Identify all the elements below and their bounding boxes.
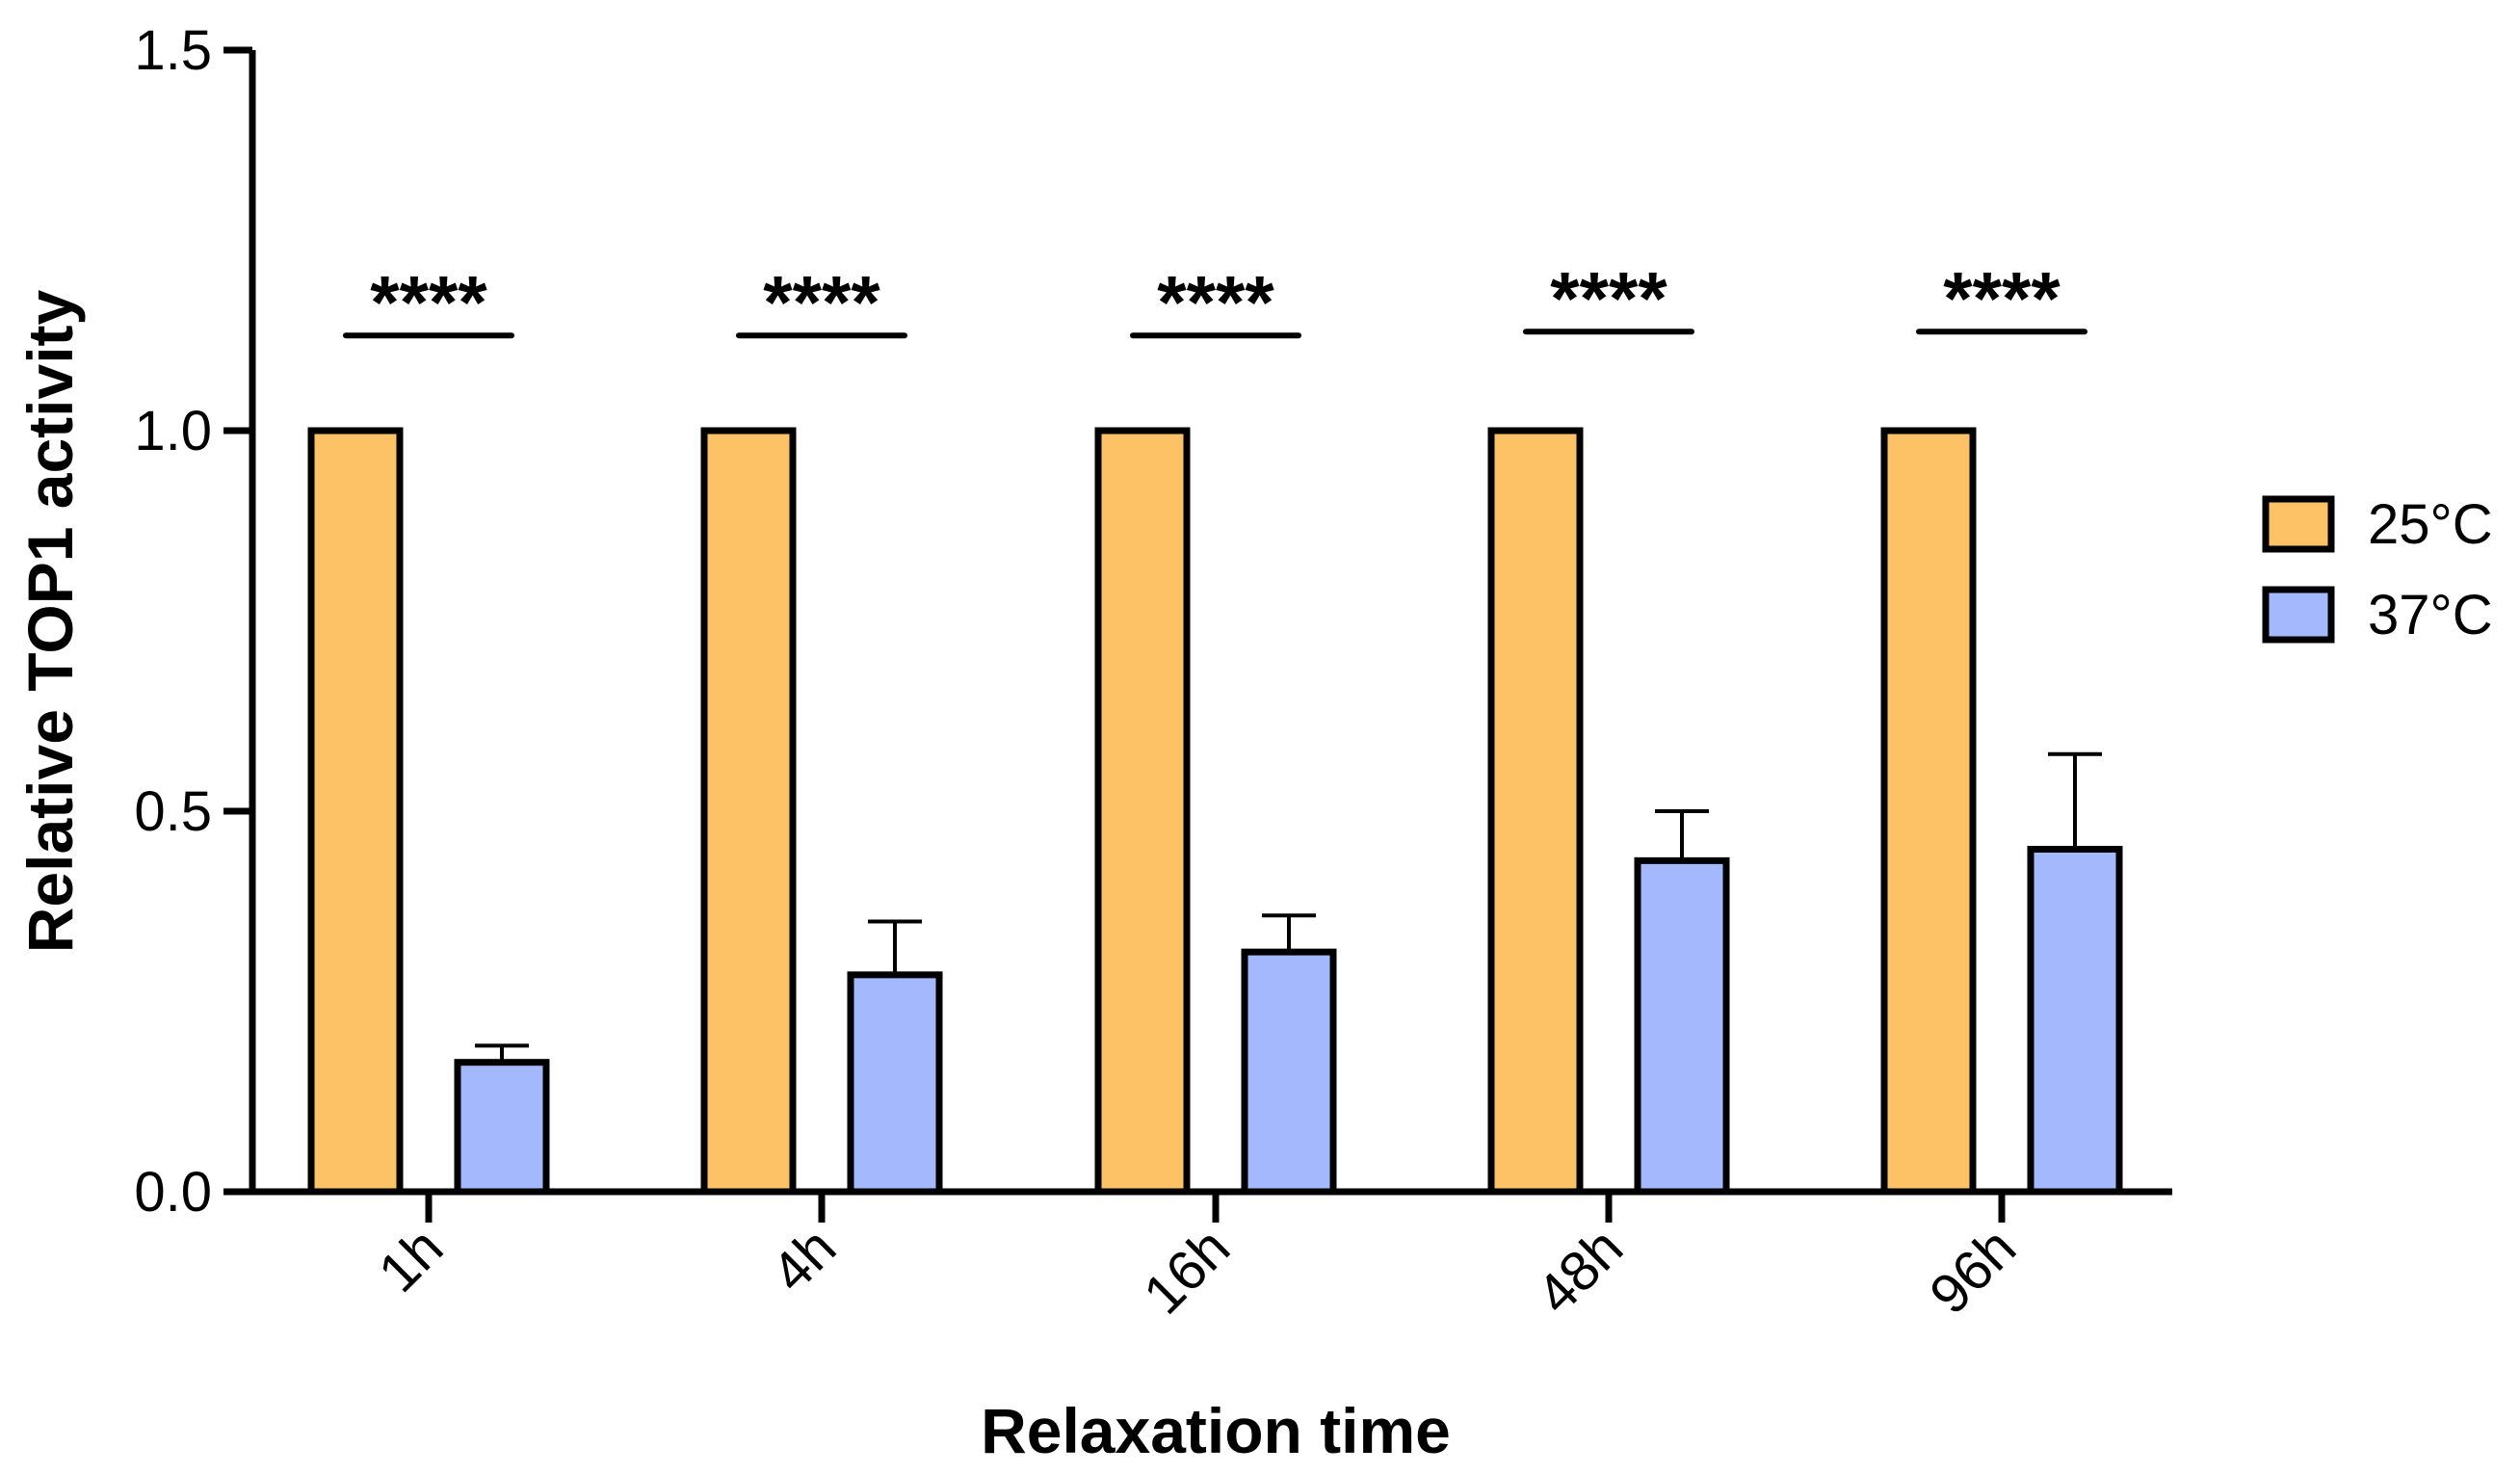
bar-37c-96h: [2027, 846, 2123, 1196]
bar-25c-1h: [307, 427, 404, 1196]
x-tick-label-16h: 16h: [1132, 1216, 1242, 1326]
x-tick-label-96h: 96h: [1918, 1216, 2028, 1326]
significance-label-1h: ****: [370, 259, 487, 344]
bars-layer: [307, 427, 2123, 1196]
x-tick-label-48h: 48h: [1525, 1216, 1635, 1326]
bar-37c-16h: [1241, 948, 1337, 1196]
significance-label-48h: ****: [1550, 255, 1667, 340]
y-tick-label-1.0: 1.0: [134, 400, 212, 462]
bar-37c-1h: [454, 1059, 550, 1196]
bar-25c-96h: [1880, 427, 1977, 1196]
x-tick-label-1h: 1h: [367, 1216, 456, 1304]
error-bars-layer: [475, 751, 2102, 1063]
y-tick-label-1.5: 1.5: [134, 19, 212, 82]
bar-37c-4h: [847, 971, 943, 1196]
y-axis-title: Relative TOP1 activity: [14, 289, 86, 953]
legend-swatch-25c: [2262, 495, 2335, 553]
legend-label-25c: 25°C: [2368, 493, 2493, 556]
x-axis-title: Relaxation time: [981, 1395, 1451, 1466]
legend: 25°C 37°C: [2262, 493, 2493, 646]
y-tick-label-0.0: 0.0: [134, 1161, 212, 1224]
significance-label-96h: ****: [1943, 255, 2061, 340]
bar-25c-4h: [700, 427, 797, 1196]
significance-layer: **** **** **** **** ****: [343, 255, 2087, 344]
legend-swatch-37c: [2262, 586, 2335, 644]
significance-label-4h: ****: [763, 259, 880, 344]
y-tick-label-0.5: 0.5: [134, 780, 212, 843]
x-tick-label-4h: 4h: [760, 1216, 849, 1304]
legend-label-37c: 37°C: [2368, 584, 2493, 646]
bar-37c-48h: [1634, 856, 1730, 1196]
bar-25c-48h: [1487, 427, 1584, 1196]
bar-25c-16h: [1094, 427, 1191, 1196]
significance-label-16h: ****: [1157, 259, 1274, 344]
